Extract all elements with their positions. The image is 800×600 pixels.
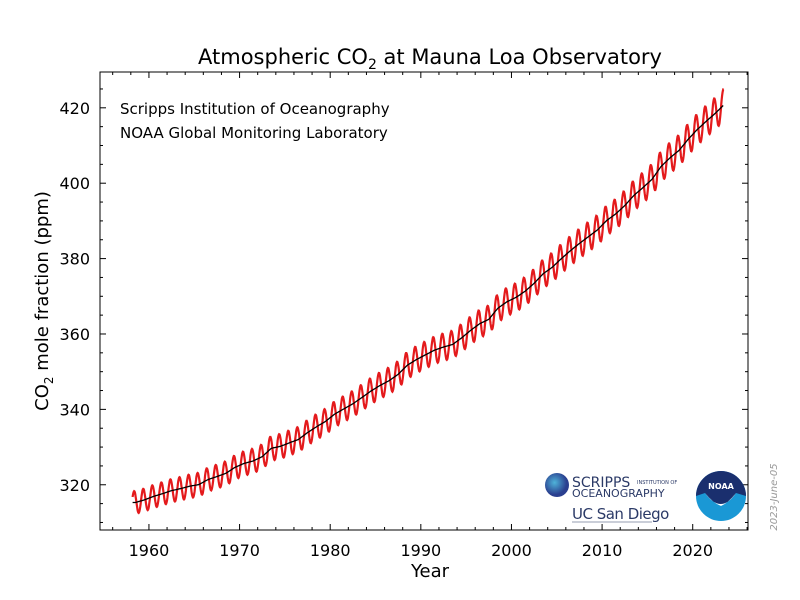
y-axis-label: CO2 mole fraction (ppm) (32, 191, 56, 411)
x-tick-label: 1980 (310, 541, 351, 560)
svg-text:OCEANOGRAPHY: OCEANOGRAPHY (572, 487, 665, 500)
date-stamp: 2023-June-05 (769, 463, 780, 530)
y-tick-label: 400 (59, 174, 90, 193)
axes-frame (99, 71, 749, 531)
svg-text:UC San Diego: UC San Diego (572, 505, 669, 523)
globe-icon (545, 473, 569, 497)
noaa-logo: NOAA (696, 471, 746, 521)
svg-text:INSTITUTION OF: INSTITUTION OF (637, 480, 677, 486)
x-tick-label: 2020 (672, 541, 713, 560)
y-tick-label: 360 (59, 325, 90, 344)
axes: 320 340 360 380 400 420 1960 1970 1980 1990 2000 20… (59, 71, 749, 560)
annotation-scripps: Scripps Institution of Oceanography (120, 100, 390, 118)
y-tick-label: 380 (59, 250, 90, 269)
svg-text:NOAA: NOAA (708, 482, 734, 491)
scripps-logo: SCRIPPS INSTITUTION OF OCEANOGRAPHY UC S… (545, 473, 677, 523)
x-tick-label: 1970 (219, 541, 260, 560)
chart-title: Atmospheric CO2 at Mauna Loa Observatory (198, 45, 662, 73)
y-tick-label: 340 (59, 400, 90, 419)
x-tick-label: 2010 (582, 541, 623, 560)
plot-area (131, 88, 725, 515)
y-tick-label: 420 (59, 99, 90, 118)
x-axis-label: Year (410, 561, 450, 582)
annotation-noaa: NOAA Global Monitoring Laboratory (120, 124, 388, 142)
svg-text:SCRIPPS: SCRIPPS (572, 475, 630, 491)
monthly-series-line (131, 88, 725, 515)
x-tick-label: 2000 (491, 541, 532, 560)
y-tick-label: 320 (59, 476, 90, 495)
x-tick-label: 1990 (400, 541, 441, 560)
trend-series-line (132, 105, 724, 504)
x-tick-label: 1960 (129, 541, 170, 560)
